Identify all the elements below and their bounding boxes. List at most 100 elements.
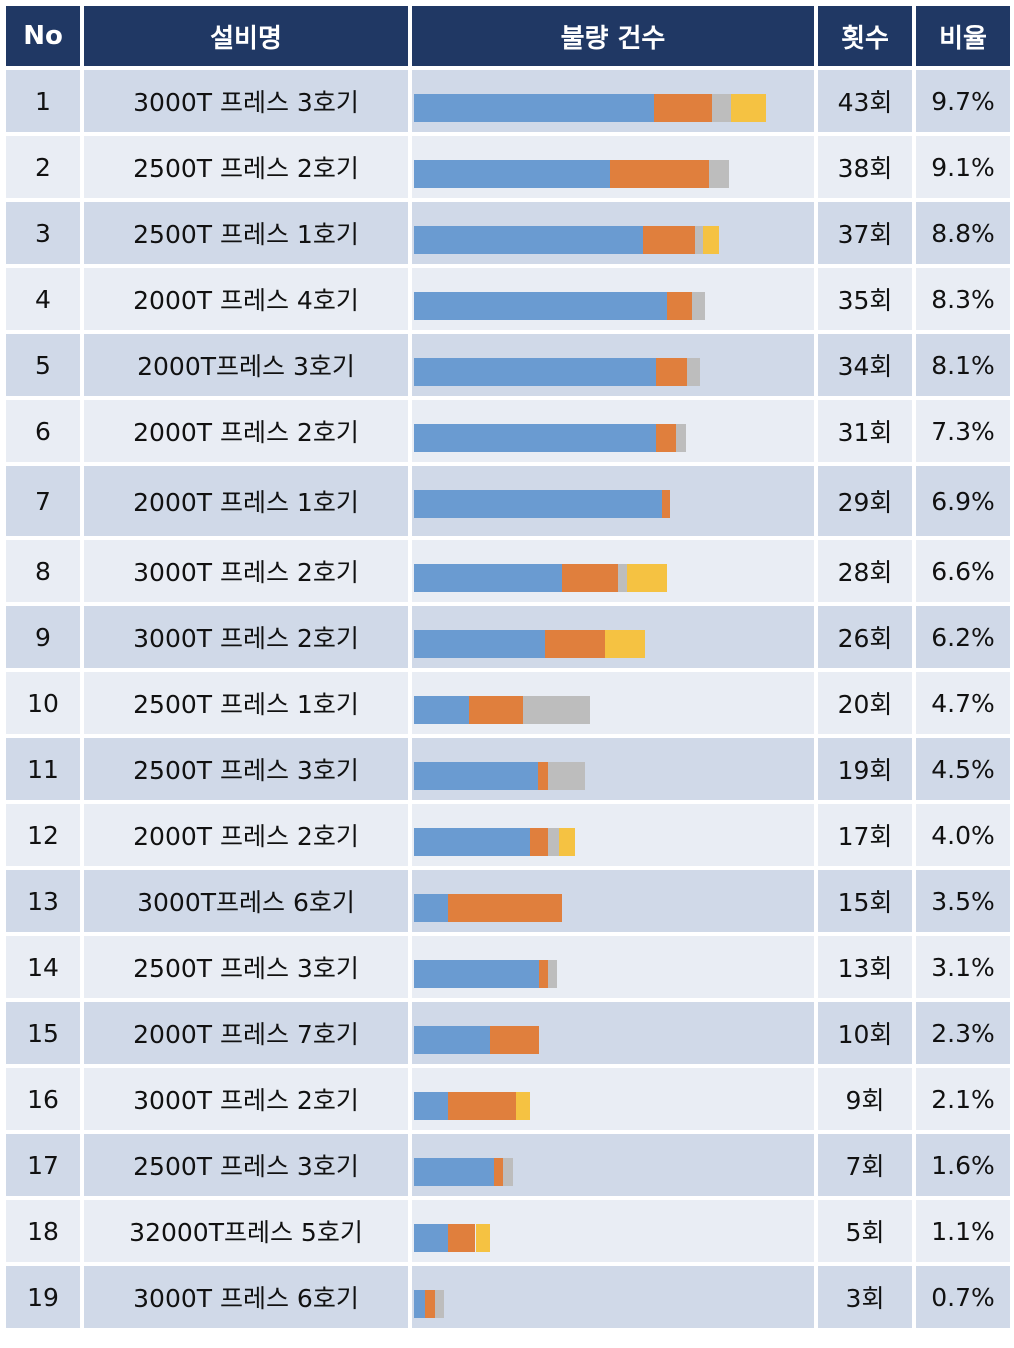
table-row: 1 3000T 프레스 3호기 43회 9.7% bbox=[6, 70, 1010, 132]
row-ratio: 6.6% bbox=[916, 540, 1010, 602]
row-defect-bar-cell bbox=[412, 738, 814, 800]
bar-segment-blue bbox=[414, 292, 668, 320]
row-ratio: 6.2% bbox=[916, 606, 1010, 668]
bar-segment-orange bbox=[545, 630, 606, 658]
bar-segment-blue bbox=[414, 696, 469, 724]
row-no: 4 bbox=[6, 268, 80, 330]
row-count: 37회 bbox=[818, 202, 912, 264]
stacked-bar bbox=[414, 960, 812, 988]
bar-segment-blue bbox=[414, 94, 655, 122]
row-equipment-name: 2000T 프레스 2호기 bbox=[84, 400, 408, 462]
bar-segment-gray bbox=[709, 160, 729, 188]
row-equipment-name: 3000T 프레스 6호기 bbox=[84, 1266, 408, 1328]
bar-segment-gray bbox=[711, 94, 731, 122]
row-ratio: 8.3% bbox=[916, 268, 1010, 330]
bar-segment-blue bbox=[414, 630, 546, 658]
stacked-bar bbox=[414, 94, 812, 122]
stacked-bar bbox=[414, 894, 812, 922]
bar-segment-blue bbox=[414, 490, 662, 518]
bar-segment-yellow bbox=[627, 564, 668, 592]
row-count: 5회 bbox=[818, 1200, 912, 1262]
row-no: 14 bbox=[6, 936, 80, 998]
row-count: 15회 bbox=[818, 870, 912, 932]
bar-segment-blue bbox=[414, 894, 449, 922]
bar-segment-blue bbox=[414, 1290, 426, 1318]
row-equipment-name: 3000T 프레스 2호기 bbox=[84, 606, 408, 668]
bar-segment-blue bbox=[414, 160, 610, 188]
row-ratio: 2.1% bbox=[916, 1068, 1010, 1130]
header-defects: 불량 건수 bbox=[412, 6, 814, 66]
bar-segment-orange bbox=[494, 1158, 504, 1186]
bar-segment-yellow bbox=[730, 94, 766, 122]
row-count: 19회 bbox=[818, 738, 912, 800]
bar-segment-gray bbox=[687, 358, 701, 386]
bar-segment-gray bbox=[691, 292, 706, 320]
stacked-bar bbox=[414, 828, 812, 856]
bar-segment-gray bbox=[618, 564, 628, 592]
table-row: 6 2000T 프레스 2호기 31회 7.3% bbox=[6, 400, 1010, 462]
row-ratio: 3.1% bbox=[916, 936, 1010, 998]
row-defect-bar-cell bbox=[412, 1200, 814, 1262]
row-defect-bar-cell bbox=[412, 202, 814, 264]
row-ratio: 1.6% bbox=[916, 1134, 1010, 1196]
table-row: 15 2000T 프레스 7호기 10회 2.3% bbox=[6, 1002, 1010, 1064]
bar-segment-gray bbox=[695, 226, 704, 254]
header-ratio: 비율 bbox=[916, 6, 1010, 66]
bar-segment-yellow bbox=[559, 828, 575, 856]
row-no: 18 bbox=[6, 1200, 80, 1262]
bar-segment-gray bbox=[548, 960, 557, 988]
row-equipment-name: 2000T 프레스 2호기 bbox=[84, 804, 408, 866]
row-count: 10회 bbox=[818, 1002, 912, 1064]
bar-segment-orange bbox=[561, 564, 619, 592]
stacked-bar bbox=[414, 696, 812, 724]
bar-segment-gray bbox=[547, 762, 585, 790]
row-no: 2 bbox=[6, 136, 80, 198]
bar-segment-orange bbox=[468, 696, 524, 724]
row-equipment-name: 2000T 프레스 1호기 bbox=[84, 466, 408, 536]
header-count: 횟수 bbox=[818, 6, 912, 66]
row-defect-bar-cell bbox=[412, 672, 814, 734]
row-no: 15 bbox=[6, 1002, 80, 1064]
table-row: 2 2500T 프레스 2호기 38회 9.1% bbox=[6, 136, 1010, 198]
stacked-bar bbox=[414, 1224, 812, 1252]
stacked-bar bbox=[414, 564, 812, 592]
row-equipment-name: 2500T 프레스 3호기 bbox=[84, 936, 408, 998]
row-defect-bar-cell bbox=[412, 334, 814, 396]
bar-segment-gray bbox=[548, 828, 560, 856]
table-row: 11 2500T 프레스 3호기 19회 4.5% bbox=[6, 738, 1010, 800]
bar-segment-orange bbox=[490, 1026, 540, 1054]
row-defect-bar-cell bbox=[412, 540, 814, 602]
stacked-bar bbox=[414, 490, 812, 518]
table-row: 10 2500T 프레스 1호기 20회 4.7% bbox=[6, 672, 1010, 734]
row-no: 5 bbox=[6, 334, 80, 396]
row-defect-bar-cell bbox=[412, 70, 814, 132]
row-defect-bar-cell bbox=[412, 1002, 814, 1064]
row-defect-bar-cell bbox=[412, 400, 814, 462]
header-equipment: 설비명 bbox=[84, 6, 408, 66]
row-no: 1 bbox=[6, 70, 80, 132]
bar-segment-orange bbox=[655, 424, 677, 452]
table-row: 19 3000T 프레스 6호기 3회 0.7% bbox=[6, 1266, 1010, 1328]
row-defect-bar-cell bbox=[412, 870, 814, 932]
row-count: 31회 bbox=[818, 400, 912, 462]
stacked-bar bbox=[414, 1158, 812, 1186]
row-defect-bar-cell bbox=[412, 1134, 814, 1196]
stacked-bar bbox=[414, 1290, 812, 1318]
row-equipment-name: 2500T 프레스 1호기 bbox=[84, 202, 408, 264]
stacked-bar bbox=[414, 226, 812, 254]
bar-segment-yellow bbox=[605, 630, 646, 658]
row-defect-bar-cell bbox=[412, 1068, 814, 1130]
bar-segment-blue bbox=[414, 226, 643, 254]
table-row: 14 2500T 프레스 3호기 13회 3.1% bbox=[6, 936, 1010, 998]
row-count: 20회 bbox=[818, 672, 912, 734]
bar-segment-orange bbox=[539, 960, 549, 988]
stacked-bar bbox=[414, 762, 812, 790]
stacked-bar bbox=[414, 292, 812, 320]
bar-segment-orange bbox=[537, 762, 548, 790]
bar-segment-blue bbox=[414, 564, 562, 592]
row-no: 12 bbox=[6, 804, 80, 866]
bar-segment-blue bbox=[414, 828, 530, 856]
bar-segment-gray bbox=[676, 424, 687, 452]
table-row: 12 2000T 프레스 2호기 17회 4.0% bbox=[6, 804, 1010, 866]
row-no: 16 bbox=[6, 1068, 80, 1130]
